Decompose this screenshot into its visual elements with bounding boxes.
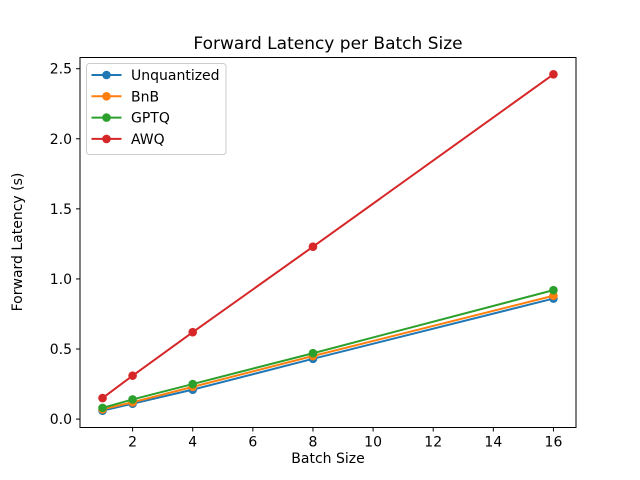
y-axis-label: Forward Latency (s) [10, 173, 26, 312]
series-line-unquantized [102, 297, 554, 412]
data-point-gptq [98, 403, 107, 413]
legend-label: Unquantized [131, 68, 220, 84]
legend-entry-awq: AWQ [91, 132, 165, 148]
plot-area: 2 4 6 8 10 12 14 16 0.0 0.5 1.0 1.5 2.0 2.5 Unquantize… [50, 57, 577, 451]
y-tick-label: 1.5 [50, 202, 72, 218]
legend-label: AWQ [131, 132, 165, 148]
x-tick-label: 16 [545, 435, 563, 451]
legend: Unquantized BnB GPTQ AWQ [86, 63, 227, 155]
y-tick-label: 0.0 [50, 412, 72, 428]
data-point-gptq [549, 285, 558, 295]
legend-label: BnB [131, 89, 159, 105]
legend-marker-icon [102, 70, 111, 80]
legend-box [86, 63, 227, 155]
data-point-gptq [188, 379, 198, 389]
legend-marker-icon [102, 113, 111, 122]
data-point-awq [549, 70, 558, 79]
y-tick-label: 2.5 [50, 62, 72, 78]
legend-marker-icon [102, 134, 111, 144]
x-tick-label: 8 [309, 435, 318, 451]
data-point-awq [128, 371, 137, 380]
x-tick-label: 10 [364, 435, 382, 451]
x-tick-label: 6 [248, 435, 257, 451]
data-point-gptq [308, 348, 318, 358]
y-tick-label: 0.5 [50, 342, 72, 358]
legend-entry-gptq: GPTQ [91, 111, 170, 127]
chart-title: Forward Latency per Batch Size [193, 34, 462, 54]
x-tick-label: 14 [484, 435, 502, 451]
legend-label: GPTQ [131, 111, 170, 127]
y-tick-label: 2.0 [50, 132, 72, 148]
data-point-gptq [128, 395, 137, 404]
x-tick-label: 4 [188, 435, 197, 451]
data-point-awq [308, 242, 318, 252]
legend-entry-bnb: BnB [91, 89, 159, 105]
data-point-awq [98, 393, 107, 403]
x-tick-label: 12 [424, 435, 442, 451]
legend-entry-unquantized: Unquantized [91, 68, 220, 84]
series-line-bnb [102, 294, 554, 411]
x-axis-label: Batch Size [291, 451, 364, 467]
legend-marker-icon [102, 92, 111, 101]
y-tick-label: 1.0 [50, 272, 72, 288]
data-point-awq [188, 327, 198, 337]
x-tick-label: 2 [128, 435, 137, 451]
axes-box [79, 57, 577, 428]
